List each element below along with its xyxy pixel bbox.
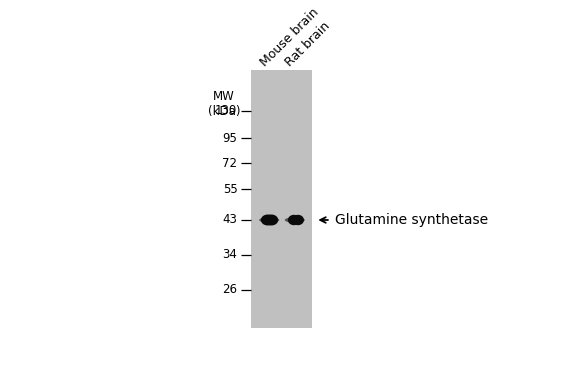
Text: Mouse brain: Mouse brain [258, 5, 321, 69]
Ellipse shape [292, 215, 304, 225]
Ellipse shape [288, 215, 300, 225]
Text: Rat brain: Rat brain [283, 19, 333, 69]
Ellipse shape [261, 214, 275, 226]
Text: 130: 130 [215, 104, 237, 117]
Text: Glutamine synthetase: Glutamine synthetase [335, 213, 488, 227]
Text: 95: 95 [222, 132, 237, 145]
Text: MW
(kDa): MW (kDa) [208, 90, 240, 118]
Ellipse shape [259, 217, 279, 223]
Bar [251, 70, 312, 328]
Text: 43: 43 [222, 214, 237, 226]
Ellipse shape [285, 217, 305, 223]
Ellipse shape [265, 214, 278, 226]
Text: 72: 72 [222, 157, 237, 170]
Text: 55: 55 [223, 183, 237, 196]
Text: 34: 34 [222, 248, 237, 262]
Text: 26: 26 [222, 284, 237, 296]
